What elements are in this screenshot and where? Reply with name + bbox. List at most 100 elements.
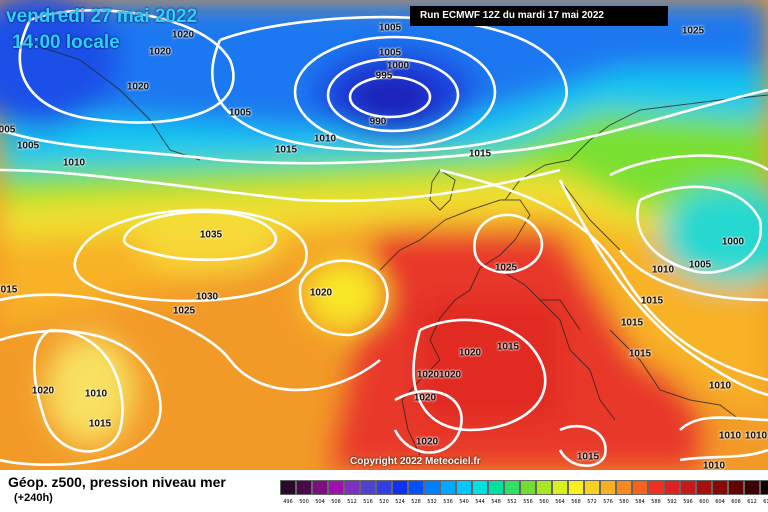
isobar-label: 1010 <box>744 430 768 442</box>
isobar-label: 1020 <box>126 81 150 93</box>
isobar-label: 1030 <box>195 291 219 303</box>
scale-swatch <box>296 480 312 495</box>
isobar-label: 1015 <box>496 341 520 353</box>
isobar-label: 1005 <box>378 47 402 59</box>
scale-value: 568 <box>571 499 581 505</box>
isobar-label: 1015 <box>274 144 298 156</box>
scale-value: 540 <box>459 499 469 505</box>
scale-swatch <box>488 480 504 495</box>
scale-value: 520 <box>379 499 389 505</box>
scale-value: 572 <box>587 499 597 505</box>
scale-value: 544 <box>475 499 485 505</box>
isobar-label: 990 <box>369 116 387 128</box>
scale-swatch <box>392 480 408 495</box>
copyright: Copyright 2022 Meteociel.fr <box>350 456 481 467</box>
isobar-label: 1025 <box>494 262 518 274</box>
isobar-label: 1035 <box>199 229 223 241</box>
scale-value: 496 <box>283 499 293 505</box>
scale-value: 524 <box>395 499 405 505</box>
scale-value: 516 <box>363 499 373 505</box>
scale-swatch <box>312 480 328 495</box>
isobar-label: 1010 <box>702 460 726 471</box>
scale-value: 612 <box>747 499 757 505</box>
isobar-label: 1015 <box>640 295 664 307</box>
scale-swatch <box>744 480 760 495</box>
scale-value: 552 <box>507 499 517 505</box>
scale-value: 564 <box>555 499 565 505</box>
map-caption: Géop. z500, pression niveau mer <box>8 474 226 490</box>
scale-swatch <box>472 480 488 495</box>
isobar-label: 1015 <box>468 148 492 160</box>
scale-swatch <box>280 480 296 495</box>
scale-value: 592 <box>667 499 677 505</box>
scale-swatch <box>440 480 456 495</box>
scale-value: 512 <box>347 499 357 505</box>
scale-value: 500 <box>299 499 309 505</box>
scale-swatch <box>632 480 648 495</box>
isobar-label: 1005 <box>16 140 40 152</box>
isobar-label: 1015 <box>576 451 600 463</box>
scale-value: 560 <box>539 499 549 505</box>
isobar-label: 1005 <box>378 22 402 34</box>
scale-value: 604 <box>715 499 725 505</box>
isobar-label: 015 <box>0 284 18 296</box>
isobar-label: 1015 <box>620 317 644 329</box>
scale-value: 596 <box>683 499 693 505</box>
forecast-time: 14:00 locale <box>12 32 120 53</box>
lead-time: (+240h) <box>14 492 53 504</box>
scale-swatch <box>712 480 728 495</box>
scale-value: 508 <box>331 499 341 505</box>
scale-swatch <box>408 480 424 495</box>
isobar-label: 1020 <box>416 369 440 381</box>
scale-swatch <box>424 480 440 495</box>
scale-value: 528 <box>411 499 421 505</box>
isobar-label: 1020 <box>438 369 462 381</box>
color-scale-labels: 496 500 504 508 512 516 520 524 528 532 536 540 544 5… <box>280 499 768 505</box>
scale-value: 584 <box>635 499 645 505</box>
scale-swatch <box>616 480 632 495</box>
isobar-label: 1010 <box>313 133 337 145</box>
isobar-label: 1010 <box>708 380 732 392</box>
isobar-label: 1010 <box>718 430 742 442</box>
scale-swatch <box>728 480 744 495</box>
scale-swatch <box>648 480 664 495</box>
isobar-label: 1020 <box>415 436 439 448</box>
isobar-label: 1005 <box>228 107 252 119</box>
isobar-label: 1020 <box>31 385 55 397</box>
isobar-label: 1005 <box>688 259 712 271</box>
scale-swatch <box>680 480 696 495</box>
isobar-lines <box>0 9 768 467</box>
scale-swatch <box>376 480 392 495</box>
scale-value: 532 <box>427 499 437 505</box>
forecast-date: vendredi 27 mai 2022 <box>6 6 198 27</box>
scale-swatch <box>456 480 472 495</box>
isobar-label: 1020 <box>458 347 482 359</box>
isobar-label: 1015 <box>628 348 652 360</box>
map-footer: Géop. z500, pression niveau mer (+240h) … <box>0 470 768 512</box>
scale-value: 576 <box>603 499 613 505</box>
isobar-label: 995 <box>375 70 393 82</box>
scale-swatch <box>584 480 600 495</box>
color-scale <box>280 480 768 495</box>
scale-value: 504 <box>315 499 325 505</box>
scale-swatch <box>328 480 344 495</box>
scale-swatch <box>360 480 376 495</box>
scale-value: 548 <box>491 499 501 505</box>
scale-swatch <box>760 480 768 495</box>
isobar-label: 1025 <box>681 25 705 37</box>
scale-value: 556 <box>523 499 533 505</box>
isobar-label: 1020 <box>171 29 195 41</box>
scale-swatch <box>568 480 584 495</box>
scale-value: 600 <box>699 499 709 505</box>
isobar-label: 1000 <box>721 236 745 248</box>
scale-swatch <box>520 480 536 495</box>
scale-value: 616 <box>763 499 768 505</box>
scale-swatch <box>664 480 680 495</box>
isobar-label: 1020 <box>413 392 437 404</box>
scale-swatch <box>536 480 552 495</box>
geopotential-field <box>0 0 768 470</box>
isobar-label: 005 <box>0 124 16 136</box>
scale-value: 580 <box>619 499 629 505</box>
isobar-label: 1010 <box>651 264 675 276</box>
scale-value: 536 <box>443 499 453 505</box>
